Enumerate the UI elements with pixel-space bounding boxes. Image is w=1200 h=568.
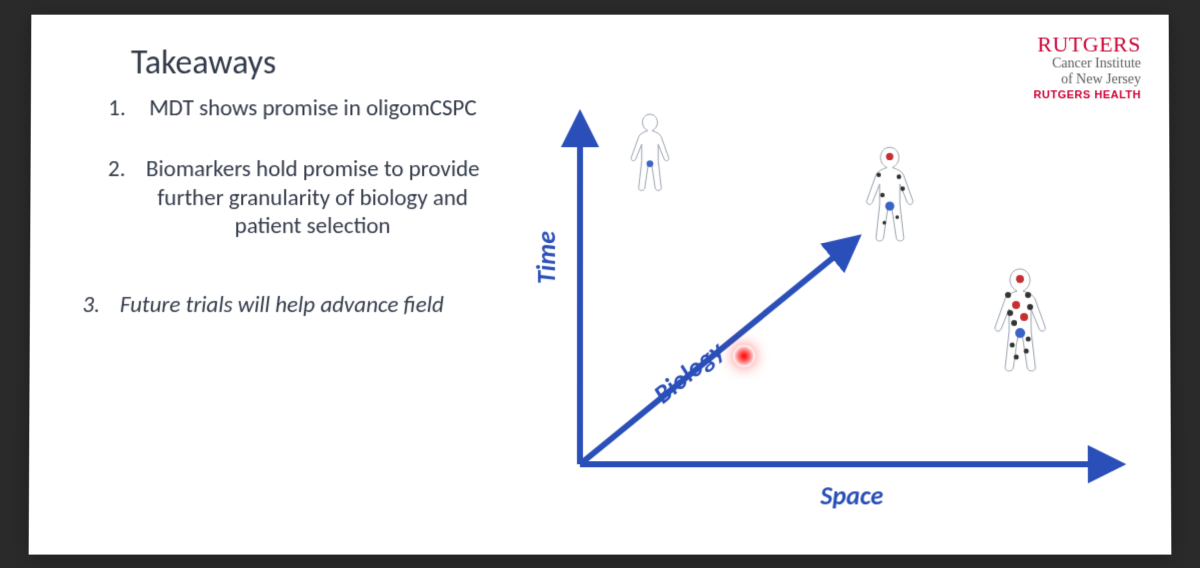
axis-label-y: Time: [530, 231, 562, 284]
logo-health: RUTGERS HEALTH: [1034, 89, 1142, 101]
slide: RUTGERS Cancer Institute of New Jersey R…: [29, 15, 1172, 555]
bullet-3-num: 3.: [65, 291, 120, 320]
bullet-1: 1. MDT shows promise in oligomCSPC: [91, 94, 480, 123]
bullet-2-num: 2.: [90, 155, 145, 241]
bullet-3: 3. Future trials will help advance field: [65, 291, 480, 320]
bullet-2-text: Biomarkers hold promise to provide furth…: [145, 155, 480, 241]
logo-line2: of New Jersey: [1034, 72, 1142, 87]
logo-line1: Cancer Institute: [1033, 57, 1140, 72]
chart-svg: [520, 104, 1141, 524]
bullet-list: 1. MDT shows promise in oligomCSPC 2. Bi…: [90, 94, 481, 351]
bullet-1-num: 1.: [91, 94, 146, 123]
body-figure-2: [867, 147, 913, 241]
bullet-3-text: Future trials will help advance field: [120, 291, 480, 320]
bullet-1-text: MDT shows promise in oligomCSPC: [146, 94, 481, 123]
chart-region: Time Space Biology: [520, 104, 1141, 524]
logo-block: RUTGERS Cancer Institute of New Jersey R…: [1033, 33, 1141, 102]
body-figure-1: [631, 114, 669, 190]
axis-label-x: Space: [820, 479, 883, 511]
laser-pointer-icon: [733, 345, 755, 367]
body-figure-3: [995, 269, 1046, 371]
slide-title: Takeaways: [131, 43, 276, 84]
bullet-2: 2. Biomarkers hold promise to provide fu…: [90, 155, 480, 241]
logo-rutgers: RUTGERS: [1033, 33, 1141, 57]
